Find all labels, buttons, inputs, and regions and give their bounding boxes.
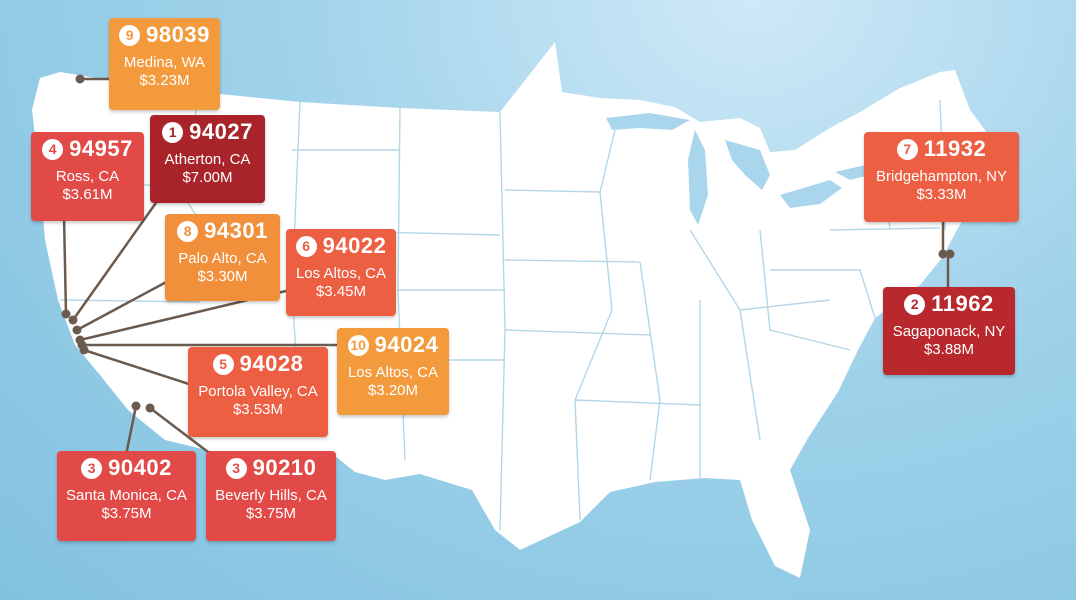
median-price: $3.53M [232,401,284,419]
median-price: $3.20M [367,382,419,400]
rank-badge: 2 [904,293,926,315]
label-medina: 9 98039 Medina, WA $3.23M [109,18,220,110]
median-price: $3.23M [139,72,190,90]
rank-badge: 9 [119,24,141,46]
label-losaltos-94022: 6 94022 Los Altos, CA $3.45M [286,229,396,316]
rank-badge: 4 [42,138,64,160]
rank-badge: 10 [347,334,369,356]
zip-code: 90210 [252,455,317,480]
median-price: $3.45M [315,283,367,301]
rank-badge: 7 [896,138,918,160]
zip-code: 98039 [146,22,210,47]
rank-badge: 1 [162,121,184,143]
zip-code: 94022 [322,233,387,258]
label-losaltos-94024: 10 94024 Los Altos, CA $3.20M [337,328,449,415]
rank-badge: 8 [177,220,199,242]
city-name: Los Altos, CA [347,364,439,382]
great-lakes [606,113,882,225]
zip-code: 94024 [374,332,439,357]
median-price: $3.75M [245,505,297,523]
city-name: Medina, WA [123,54,206,72]
city-name: Santa Monica, CA [66,487,187,505]
leader-lines [62,77,950,456]
city-name: Portola Valley, CA [198,383,318,401]
label-santamonica: 3 90402 Santa Monica, CA $3.75M [57,451,196,541]
zip-code: 94028 [239,351,304,376]
rank-badge: 3 [81,457,103,479]
zip-code: 90402 [108,455,172,480]
median-price: $3.61M [62,186,113,204]
zip-code: 94301 [204,218,268,243]
rank-badge: 5 [212,353,234,375]
label-bridgehampton: 7 11932 Bridgehampton, NY $3.33M [864,132,1019,222]
location-markers [61,74,955,413]
city-name: Los Altos, CA [295,265,387,283]
city-name: Atherton, CA [164,151,251,169]
label-sagaponack: 2 11962 Sagaponack, NY $3.88M [883,287,1015,375]
label-paloalto: 8 94301 Palo Alto, CA $3.30M [165,214,280,301]
rank-badge: 6 [295,235,317,257]
median-price: $3.88M [923,341,975,359]
label-beverly: 3 90210 Beverly Hills, CA $3.75M [206,451,336,541]
city-name: Bridgehampton, NY [876,168,1007,186]
label-atherton: 1 94027 Atherton, CA $7.00M [150,115,265,203]
median-price: $3.33M [916,186,967,204]
city-name: Palo Alto, CA [178,250,267,268]
zip-code: 94957 [69,136,133,161]
median-price: $3.75M [101,505,152,523]
median-price: $7.00M [182,169,233,187]
label-ross: 4 94957 Ross, CA $3.61M [31,132,144,221]
city-name: Sagaponack, NY [892,323,1006,341]
median-price: $3.30M [197,268,248,286]
zip-code: 94027 [189,119,253,144]
city-name: Ross, CA [55,168,120,186]
zip-code: 11932 [923,136,987,161]
label-portola: 5 94028 Portola Valley, CA $3.53M [188,347,328,437]
rank-badge: 3 [225,457,247,479]
city-name: Beverly Hills, CA [215,487,327,505]
zip-code: 11962 [931,291,994,316]
